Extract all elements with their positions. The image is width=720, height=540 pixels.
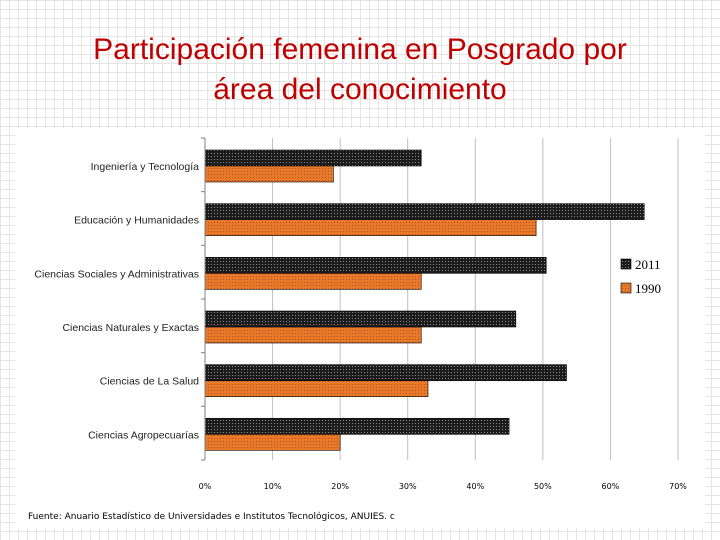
slide-title-line1: Participación femenina en Posgrado por	[93, 33, 627, 66]
axes: 0% 10% 20% 30% 40% 50% 60% 70% Ingeniería y Tecn…	[34, 137, 687, 491]
bar-2011-3	[204, 310, 517, 328]
bar-2011-2	[204, 257, 547, 274]
legend-label-2011: 2011	[635, 257, 661, 272]
category-label: Ciencias de La Salud	[100, 376, 199, 388]
category-label: Ciencias Naturales y Exactas	[62, 322, 199, 334]
x-tick-label: 70%	[669, 482, 687, 491]
legend-swatch-2011	[620, 258, 632, 270]
slide-title: Participación femenina en Posgrado por á…	[0, 30, 720, 110]
gridlines	[204, 138, 679, 460]
legend: 2011 1990	[620, 257, 661, 296]
bar-1990-0	[204, 165, 334, 183]
category-label: Ingeniería y Tecnología	[91, 161, 200, 173]
x-tick-label: 50%	[534, 482, 552, 491]
x-tick-label: 60%	[602, 482, 620, 491]
bar-1990-4	[204, 380, 429, 397]
x-tick-label: 30%	[399, 482, 417, 491]
x-tick-label: 40%	[466, 482, 484, 491]
source-note: Fuente: Anuario Estadístico de Universid…	[28, 512, 395, 522]
x-tick-label: 0%	[199, 482, 212, 491]
bar-2011-0	[204, 149, 422, 167]
category-label: Educación y Humanidades	[74, 215, 199, 227]
bars	[204, 149, 645, 451]
bar-2011-5	[204, 418, 510, 435]
category-label: Ciencias Sociales y Administrativas	[34, 268, 199, 280]
bar-chart: 0% 10% 20% 30% 40% 50% 60% 70% Ingeniería y Tecn…	[34, 137, 687, 491]
bar-1990-3	[204, 326, 422, 344]
legend-swatch-1990	[620, 282, 632, 294]
x-tick-label: 10%	[264, 482, 282, 491]
x-tick-label: 20%	[331, 482, 349, 491]
bar-1990-2	[204, 273, 422, 290]
bar-2011-1	[204, 203, 645, 220]
bar-2011-4	[204, 364, 567, 381]
slide-title-line2: área del conocimiento	[213, 73, 507, 106]
bar-1990-5	[204, 434, 341, 451]
category-label: Ciencias Agropecuarías	[88, 429, 199, 441]
bar-1990-1	[204, 219, 537, 236]
legend-label-1990: 1990	[635, 281, 661, 296]
